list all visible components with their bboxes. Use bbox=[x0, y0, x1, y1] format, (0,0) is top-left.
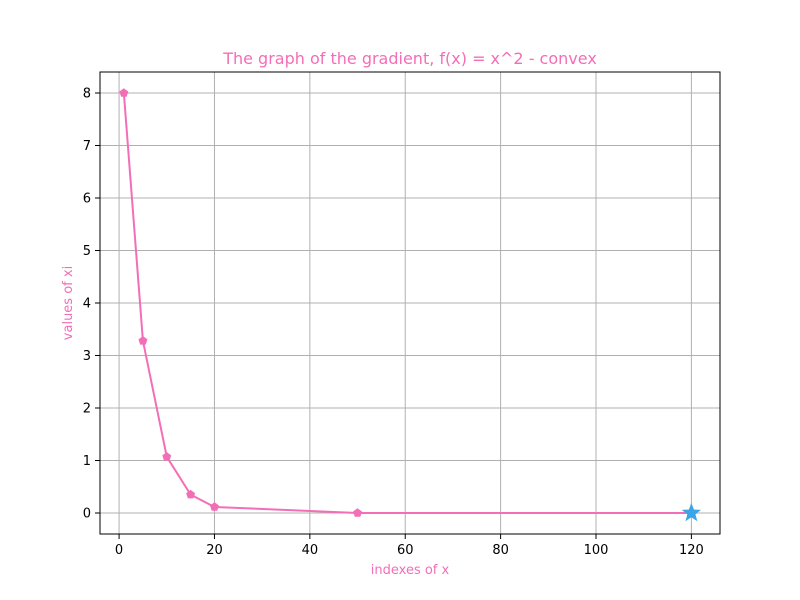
y-tick-label: 5 bbox=[83, 244, 91, 259]
data-point bbox=[210, 502, 219, 511]
y-tick-label: 4 bbox=[83, 297, 91, 312]
y-tick-label: 2 bbox=[83, 402, 91, 417]
highlight-star-point bbox=[681, 502, 702, 522]
data-point bbox=[186, 489, 196, 499]
y-tick-label: 6 bbox=[83, 192, 91, 207]
y-tick-label: 7 bbox=[83, 139, 91, 154]
x-tick-label: 120 bbox=[679, 543, 704, 558]
ticks: 0 20 40 60 80 100 120 0 1 2 3 4 5 6 7 8 bbox=[83, 87, 704, 559]
y-tick-label: 0 bbox=[83, 507, 91, 522]
data-point bbox=[162, 452, 172, 461]
y-tick-label: 8 bbox=[83, 87, 91, 102]
x-axis-label: indexes of x bbox=[371, 563, 450, 578]
data-point bbox=[353, 508, 362, 517]
x-tick-label: 20 bbox=[206, 543, 223, 558]
x-tick-label: 0 bbox=[115, 543, 123, 558]
y-tick-label: 1 bbox=[83, 454, 91, 469]
data-point bbox=[119, 88, 129, 97]
grid bbox=[100, 72, 720, 534]
x-tick-label: 60 bbox=[397, 543, 414, 558]
x-tick-label: 100 bbox=[584, 543, 609, 558]
data-point bbox=[138, 336, 148, 345]
chart-title: The graph of the gradient, f(x) = x^2 - … bbox=[222, 49, 597, 68]
x-tick-label: 80 bbox=[492, 543, 509, 558]
x-tick-label: 40 bbox=[302, 543, 319, 558]
y-axis-label: values of xi bbox=[61, 266, 76, 340]
series-layer bbox=[119, 88, 702, 522]
y-tick-label: 3 bbox=[83, 349, 91, 364]
